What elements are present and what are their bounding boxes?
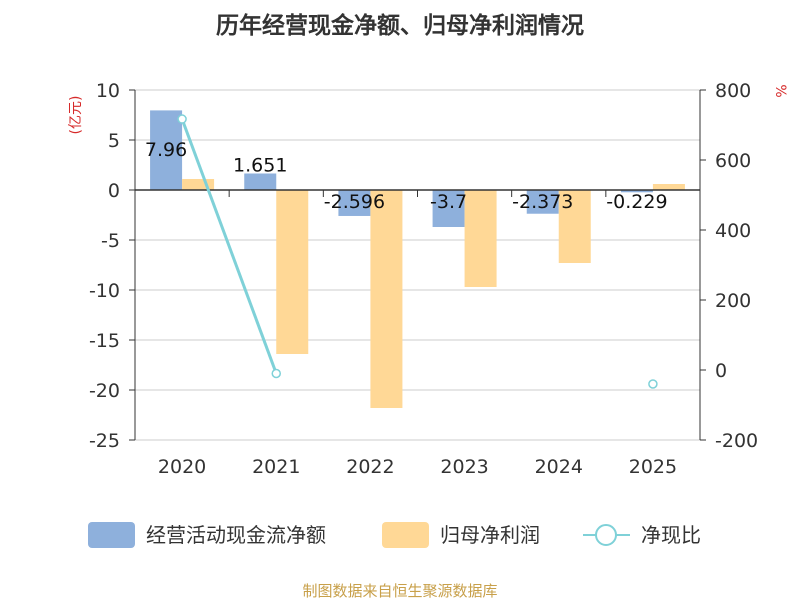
profit-bar bbox=[558, 190, 591, 263]
grid-lines bbox=[135, 89, 700, 441]
y2-axis-label: % bbox=[772, 84, 788, 97]
legend-swatch bbox=[382, 522, 429, 548]
y2-tick-label: 0 bbox=[715, 360, 727, 382]
cashflow-bar bbox=[526, 190, 559, 214]
cashflow-bar bbox=[338, 190, 371, 216]
x-tick-label: 2020 bbox=[158, 456, 206, 478]
profit-bar bbox=[464, 190, 497, 287]
profit-bar bbox=[276, 190, 309, 354]
y-tick-label: -25 bbox=[89, 430, 120, 452]
x-tick-label: 2022 bbox=[346, 456, 394, 478]
legend-swatch bbox=[88, 522, 135, 548]
y2-tick-label: -200 bbox=[715, 430, 758, 452]
y2-tick-label: 600 bbox=[715, 150, 751, 172]
y2-tick-label: 200 bbox=[715, 290, 751, 312]
ratio-line-group bbox=[177, 114, 658, 389]
y2-tick-label: 800 bbox=[715, 80, 751, 102]
y-tick-label: -15 bbox=[89, 330, 120, 352]
y2-tick-label: 400 bbox=[715, 220, 751, 242]
y-axis-label: (亿元) bbox=[68, 96, 84, 135]
legend-label: 经营活动现金流净额 bbox=[146, 523, 326, 547]
bar-group bbox=[150, 110, 685, 408]
cashflow-bar bbox=[150, 110, 183, 190]
source-note: 制图数据来自恒生聚源数据库 bbox=[302, 582, 497, 600]
legend-label: 归母净利润 bbox=[440, 523, 540, 547]
chart-title: 历年经营现金净额、归母净利润情况 bbox=[216, 12, 584, 39]
cashflow-data-label: 7.96 bbox=[145, 139, 187, 161]
cashflow-data-label: -2.373 bbox=[512, 191, 573, 213]
axes: 10 5 0 -5 -10 -15 -20 -25 800 600 400 200 0 -200 2020 2… bbox=[89, 80, 758, 478]
profit-bar bbox=[370, 190, 403, 408]
legend-label: 净现比 bbox=[641, 523, 701, 547]
y-tick-label: -10 bbox=[89, 280, 120, 302]
cashflow-bar bbox=[620, 190, 653, 193]
legend: 经营活动现金流净额 归母净利润 净现比 bbox=[88, 522, 701, 548]
cashflow-data-label: -3.7 bbox=[430, 191, 467, 213]
cashflow-data-label: -0.229 bbox=[606, 191, 667, 213]
ratio-line bbox=[180, 118, 278, 375]
legend-swatch-marker bbox=[595, 524, 617, 546]
x-tick-label: 2025 bbox=[629, 456, 677, 478]
y-tick-label: 10 bbox=[96, 80, 120, 102]
ratio-point bbox=[271, 368, 281, 379]
cashflow-data-label: 1.651 bbox=[233, 154, 287, 176]
x-tick-label: 2024 bbox=[535, 456, 583, 478]
profit-bar bbox=[652, 184, 685, 190]
profit-bar bbox=[182, 179, 215, 190]
cashflow-bar bbox=[244, 173, 277, 190]
y-tick-label: -20 bbox=[89, 380, 120, 402]
cashflow-bar bbox=[432, 190, 465, 227]
y-tick-label: 5 bbox=[108, 130, 120, 152]
y-tick-label: 0 bbox=[108, 180, 120, 202]
x-tick-label: 2021 bbox=[252, 456, 300, 478]
y-tick-label: -5 bbox=[101, 230, 120, 252]
ratio-point bbox=[177, 114, 187, 124]
data-labels: 7.96 1.651 -2.596 -3.7 -2.373 -0.229 bbox=[145, 139, 668, 213]
cashflow-data-label: -2.596 bbox=[324, 191, 385, 213]
x-tick-label: 2023 bbox=[440, 456, 488, 478]
ratio-point bbox=[648, 379, 658, 389]
